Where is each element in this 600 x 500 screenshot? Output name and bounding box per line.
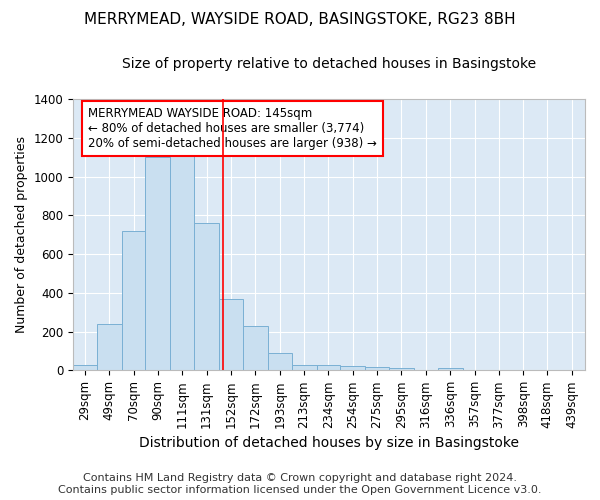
Bar — [389, 368, 414, 370]
Text: MERRYMEAD, WAYSIDE ROAD, BASINGSTOKE, RG23 8BH: MERRYMEAD, WAYSIDE ROAD, BASINGSTOKE, RG… — [84, 12, 516, 28]
Bar — [268, 353, 292, 370]
Bar — [97, 324, 122, 370]
Bar — [317, 364, 340, 370]
Bar — [243, 326, 268, 370]
Bar — [145, 157, 170, 370]
Text: Contains HM Land Registry data © Crown copyright and database right 2024.
Contai: Contains HM Land Registry data © Crown c… — [58, 474, 542, 495]
Title: Size of property relative to detached houses in Basingstoke: Size of property relative to detached ho… — [122, 58, 536, 71]
Bar — [170, 154, 194, 370]
Bar — [194, 223, 219, 370]
Bar — [219, 298, 243, 370]
Bar — [340, 366, 365, 370]
Text: MERRYMEAD WAYSIDE ROAD: 145sqm
← 80% of detached houses are smaller (3,774)
20% : MERRYMEAD WAYSIDE ROAD: 145sqm ← 80% of … — [88, 107, 377, 150]
Bar — [438, 368, 463, 370]
Y-axis label: Number of detached properties: Number of detached properties — [15, 136, 28, 333]
Bar — [73, 366, 97, 370]
Bar — [365, 368, 389, 370]
Bar — [292, 364, 317, 370]
X-axis label: Distribution of detached houses by size in Basingstoke: Distribution of detached houses by size … — [139, 436, 519, 450]
Bar — [122, 231, 145, 370]
